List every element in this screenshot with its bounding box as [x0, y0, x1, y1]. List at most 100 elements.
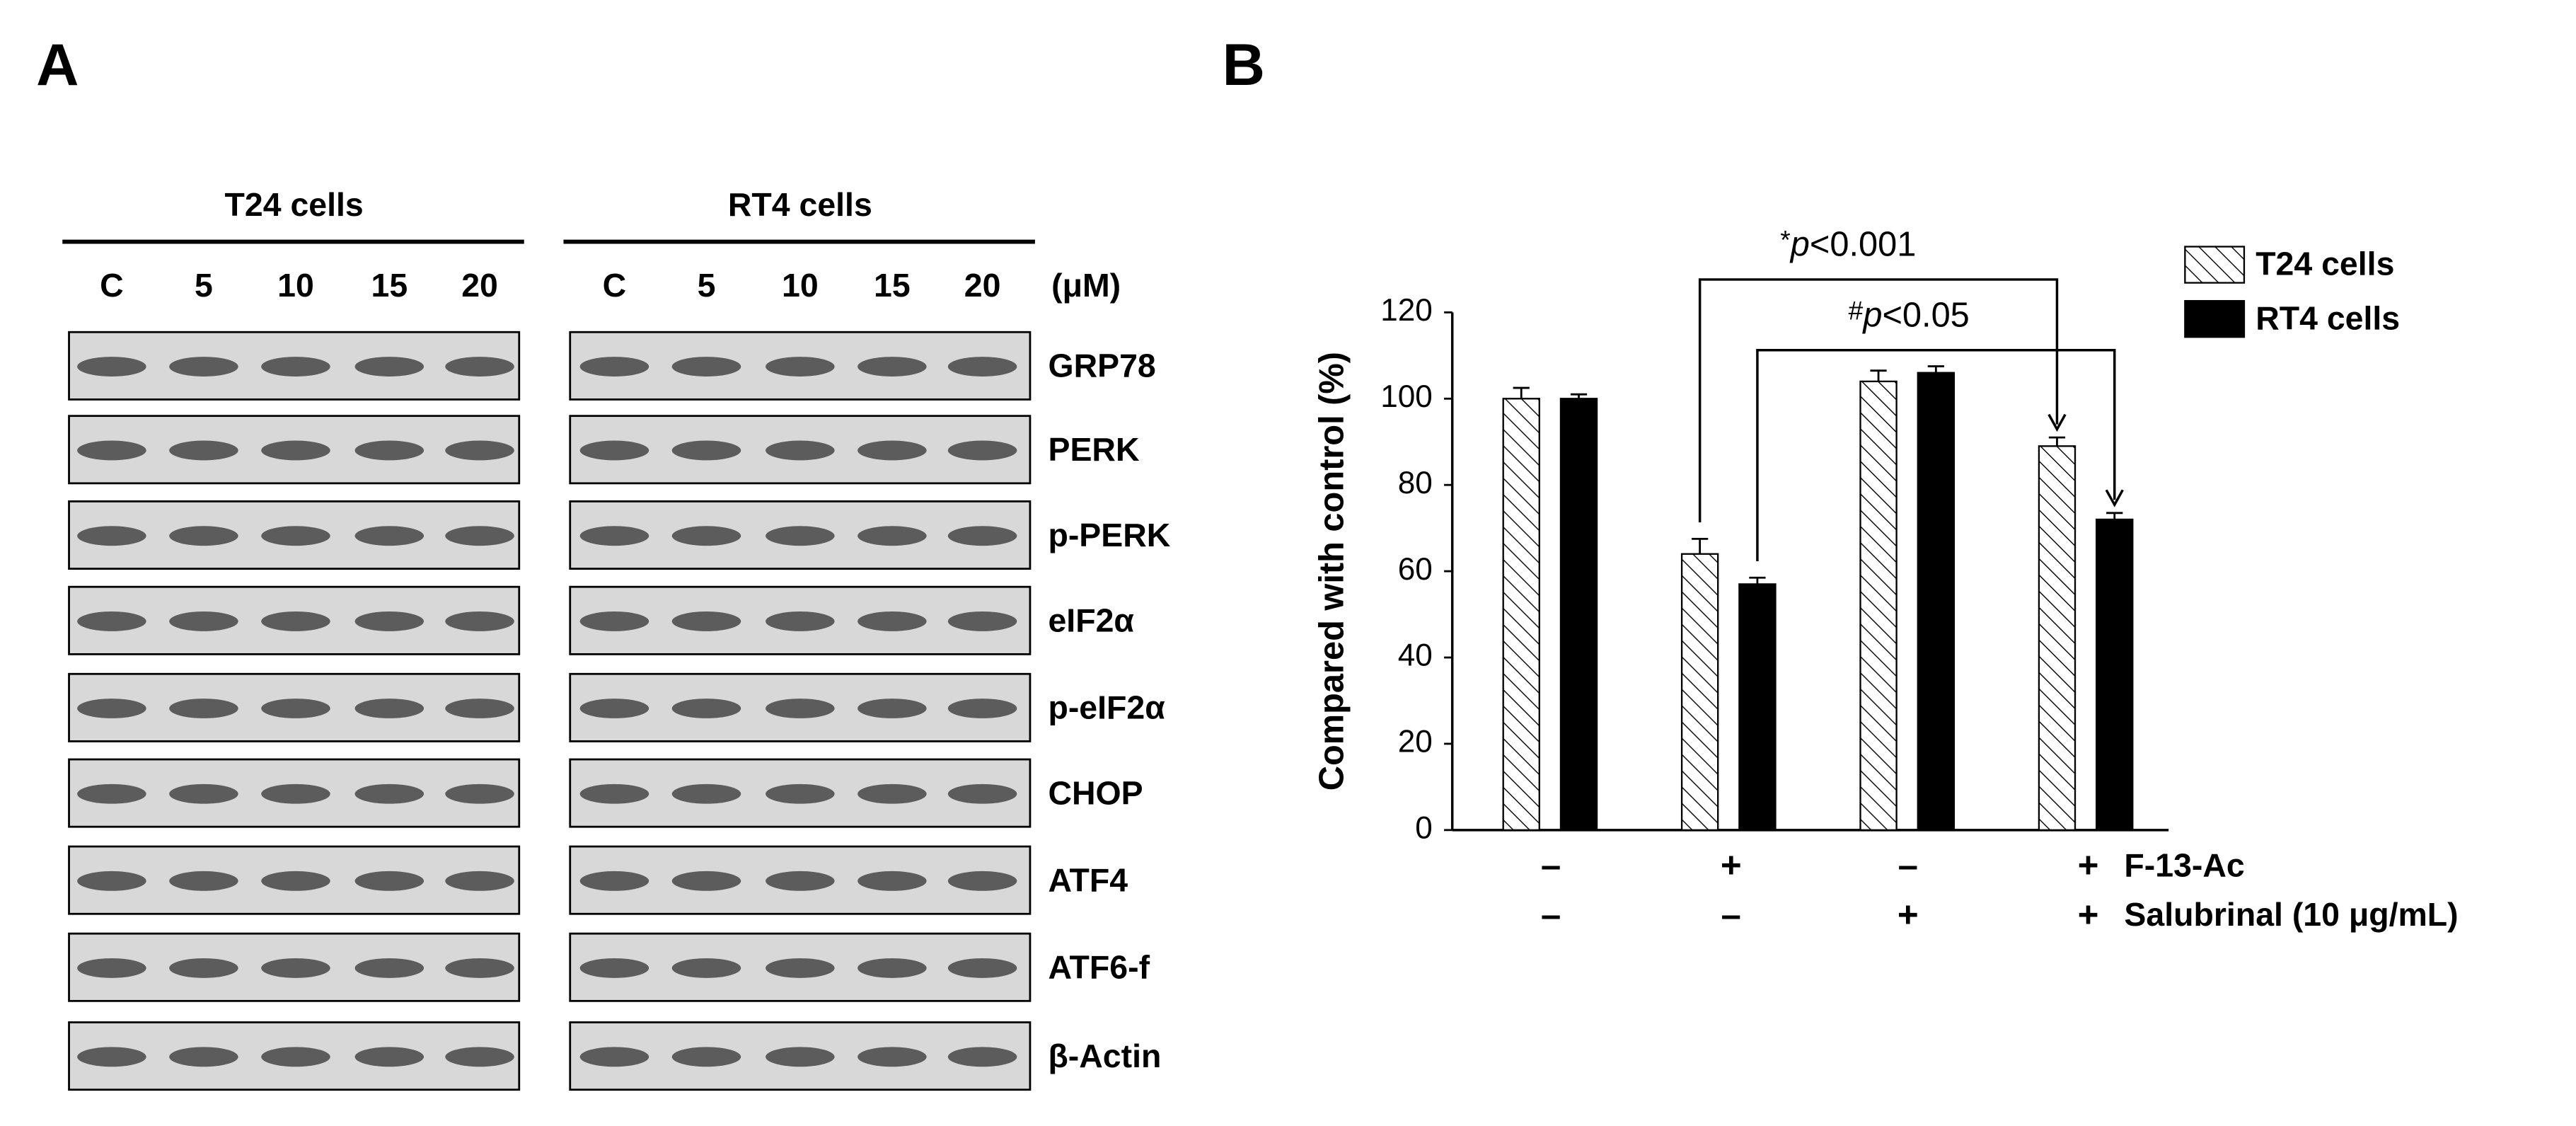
bracket-arrow: [2047, 413, 2067, 432]
blot-band: [579, 526, 649, 546]
blot-band: [671, 699, 741, 718]
blot-band: [261, 611, 330, 631]
blot-band: [671, 958, 741, 978]
panel-label: B: [1223, 31, 1265, 98]
y-tick-label: 100: [1380, 379, 1433, 414]
legend-swatch: [2184, 299, 2246, 338]
blot-band: [671, 440, 741, 461]
blot-band: [766, 440, 835, 461]
blot-band: [579, 611, 649, 631]
bracket-arrow: [2105, 489, 2124, 507]
blot-band: [947, 958, 1017, 978]
blot-band: [169, 440, 238, 461]
blot-band: [671, 611, 741, 631]
blot-band: [671, 783, 741, 804]
blot-band: [947, 357, 1017, 377]
blot-band: [169, 871, 238, 891]
blot-band: [579, 440, 649, 461]
blot-band: [261, 783, 330, 804]
lane-label: 15: [371, 267, 408, 304]
significance-value: <0.05: [1882, 296, 1969, 334]
lane-label: 10: [277, 267, 314, 304]
protein-label: ATF4: [1048, 861, 1128, 898]
y-tick-label: 20: [1398, 725, 1433, 759]
blot-band: [671, 871, 741, 891]
condition-mark: +: [2078, 894, 2099, 934]
lane-label: 20: [964, 267, 1001, 304]
significance-value: <0.001: [1810, 225, 1916, 263]
blot-band: [947, 783, 1017, 804]
protein-label: p-PERK: [1048, 517, 1170, 553]
blot-band: [169, 958, 238, 978]
error-bar: [1927, 365, 1944, 373]
blot-band: [77, 357, 146, 377]
blot-band: [445, 783, 514, 804]
blot-band: [445, 440, 514, 461]
protein-label: ATF6-f: [1048, 948, 1150, 985]
blot-band: [766, 958, 835, 978]
blot-band: [77, 783, 146, 804]
blot-band: [857, 783, 927, 804]
y-tick-label: 60: [1398, 552, 1433, 587]
panel-label: A: [36, 31, 79, 98]
lane-label: 5: [195, 267, 213, 304]
blot-band: [445, 871, 514, 891]
protein-label: β-Actin: [1048, 1038, 1161, 1074]
blot-band: [947, 611, 1017, 631]
lane-label: 5: [698, 267, 716, 304]
blot-band: [169, 1047, 238, 1067]
protein-label: p-eIF2α: [1048, 689, 1165, 726]
blot-band: [354, 1047, 424, 1067]
bar: [1859, 380, 1898, 831]
blot-band: [354, 526, 424, 546]
blot-band: [77, 958, 146, 978]
blot-band: [354, 783, 424, 804]
blot-band: [857, 611, 927, 631]
error-bar: [1513, 386, 1530, 399]
error-bar: [1692, 538, 1709, 554]
blot-band: [169, 783, 238, 804]
blot-band: [766, 611, 835, 631]
significance-p: p: [1789, 225, 1810, 263]
blot-band: [857, 1047, 927, 1067]
significance-bracket: [1756, 349, 2116, 562]
legend-label: T24 cells: [2256, 246, 2394, 282]
blot-band: [354, 611, 424, 631]
bar: [1680, 553, 1719, 831]
blot-band: [445, 357, 514, 377]
blot-band: [579, 871, 649, 891]
blot-band: [261, 526, 330, 546]
significance-label: *p<0.001: [1780, 224, 1916, 263]
blot-band: [766, 526, 835, 546]
blot-band: [354, 958, 424, 978]
blot-band: [169, 526, 238, 546]
blot-band: [261, 699, 330, 718]
protein-label: PERK: [1048, 431, 1139, 468]
blot-band: [671, 357, 741, 377]
blot-band: [766, 783, 835, 804]
blot-band: [947, 1047, 1017, 1067]
blot-band: [947, 526, 1017, 546]
condition-mark: –: [1898, 845, 1918, 885]
blot-band: [671, 526, 741, 546]
blot-band: [169, 699, 238, 718]
condition-mark: –: [1541, 845, 1561, 885]
blot-band: [857, 699, 927, 718]
lane-label: 15: [874, 267, 911, 304]
lane-label: C: [100, 267, 124, 304]
blot-group-title: RT4 cells: [728, 186, 872, 223]
blot-band: [766, 699, 835, 718]
blot-band: [579, 357, 649, 377]
bar: [1502, 398, 1540, 831]
blot-band: [857, 871, 927, 891]
bar: [2038, 445, 2077, 831]
significance-symbol: #: [1849, 295, 1864, 325]
condition-mark: –: [1541, 894, 1561, 934]
condition-mark: +: [2078, 845, 2099, 885]
blot-band: [77, 871, 146, 891]
blot-band: [579, 958, 649, 978]
blot-band: [354, 699, 424, 718]
error-bar: [1570, 393, 1588, 399]
